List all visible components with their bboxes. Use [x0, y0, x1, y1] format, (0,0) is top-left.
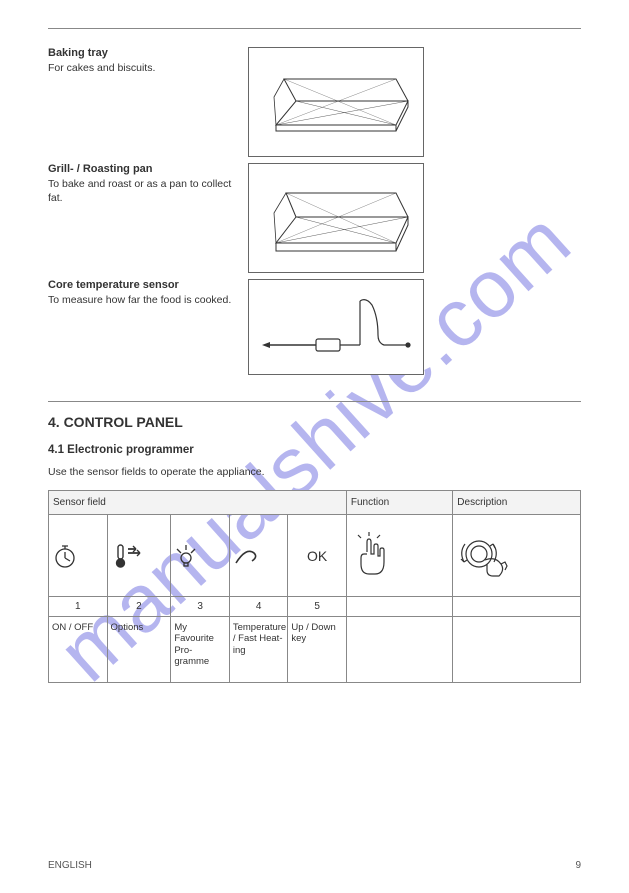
- accessory-desc: To bake and roast or as a pan to collect…: [48, 178, 238, 205]
- ok-icon: OK: [307, 548, 327, 564]
- table-icons-row: OK: [49, 515, 581, 597]
- accessory-desc: To measure how far the food is cooked.: [48, 294, 238, 308]
- top-divider: [48, 28, 581, 29]
- accessory-text: Core temperature sensor To measure how f…: [48, 279, 248, 375]
- accessory-image-cell: [248, 47, 428, 157]
- icon-cell-lamp: [171, 515, 230, 597]
- cell-label: My Favourite Pro-gramme: [171, 617, 230, 683]
- accessory-image-cell: [248, 279, 428, 375]
- probe-hook-icon: [232, 543, 262, 569]
- accessory-desc: For cakes and biscuits.: [48, 62, 238, 76]
- cell-label: ON / OFF: [49, 617, 108, 683]
- page-footer: ENGLISH 9: [48, 860, 581, 871]
- footer-right: 9: [575, 860, 581, 871]
- accessory-row: Core temperature sensor To measure how f…: [48, 279, 581, 375]
- icon-cell-ok: OK: [288, 515, 347, 597]
- table-header-row: Sensor field Function Description: [49, 491, 581, 515]
- icon-cell-touch: [346, 515, 452, 597]
- header-sensor-field: Sensor field: [49, 491, 347, 515]
- cell-empty: [453, 617, 581, 683]
- header-function: Function: [346, 491, 452, 515]
- cell-label: Temperature / Fast Heat-ing: [229, 617, 288, 683]
- panel-intro-text: Use the sensor fields to operate the app…: [48, 466, 581, 478]
- timer-icon: [51, 542, 79, 570]
- section-divider: [48, 401, 581, 402]
- cell-num: 4: [229, 597, 288, 617]
- accessory-text: Baking tray For cakes and biscuits.: [48, 47, 248, 157]
- footer-left: ENGLISH: [48, 860, 92, 871]
- cell-num: 3: [171, 597, 230, 617]
- accessory-row: Baking tray For cakes and biscuits.: [48, 47, 581, 157]
- temperature-probe-illustration: [248, 279, 424, 375]
- cell-num: 1: [49, 597, 108, 617]
- cell-num: 5: [288, 597, 347, 617]
- control-panel-table: Sensor field Function Description OK: [48, 490, 581, 683]
- thermometer-fast-icon: [110, 541, 144, 571]
- roasting-pan-illustration: [248, 163, 424, 273]
- cell-label: Up / Down key: [288, 617, 347, 683]
- accessory-row: Grill- / Roasting pan To bake and roast …: [48, 163, 581, 273]
- cell-label: Options: [107, 617, 171, 683]
- header-description: Description: [453, 491, 581, 515]
- page-content: Baking tray For cakes and biscuits.: [0, 0, 629, 703]
- cell-num: 2: [107, 597, 171, 617]
- accessory-name: Baking tray: [48, 47, 238, 59]
- accessory-name: Grill- / Roasting pan: [48, 163, 238, 175]
- baking-tray-illustration: [248, 47, 424, 157]
- icon-cell-timer: [49, 515, 108, 597]
- knob-turn-icon: [455, 530, 515, 582]
- icon-cell-fastheat: [107, 515, 171, 597]
- accessory-image-cell: [248, 163, 428, 273]
- cell-empty: [346, 597, 452, 617]
- table-labels-row: ON / OFF Options My Favourite Pro-gramme…: [49, 617, 581, 683]
- lamp-icon: [173, 542, 199, 570]
- hand-touch-icon: [349, 532, 393, 580]
- cell-empty: [453, 597, 581, 617]
- accessory-text: Grill- / Roasting pan To bake and roast …: [48, 163, 248, 273]
- cell-empty: [346, 617, 452, 683]
- icon-cell-knob: [453, 515, 581, 597]
- table-numbers-row: 1 2 3 4 5: [49, 597, 581, 617]
- accessory-name: Core temperature sensor: [48, 279, 238, 291]
- subsection-title: 4.1 Electronic programmer: [48, 444, 581, 456]
- icon-cell-probe: [229, 515, 288, 597]
- section-title: 4. CONTROL PANEL: [48, 414, 581, 430]
